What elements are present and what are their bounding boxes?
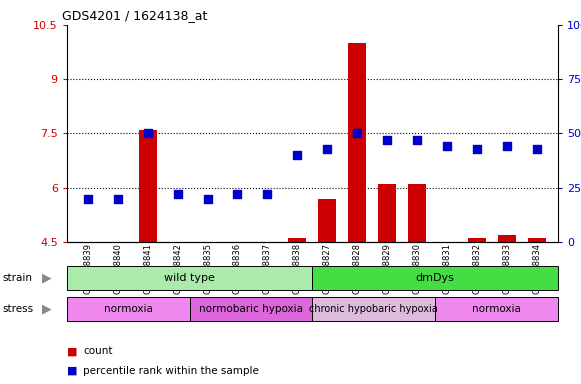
Point (203, 195, 212, 202)
Point (293, 152, 302, 158)
Bar (435, 297, 558, 321)
Point (532, 146, 541, 152)
Point (113, 195, 123, 202)
Point (413, 137, 422, 143)
Text: normoxia: normoxia (472, 304, 521, 314)
Point (502, 143, 511, 149)
Text: wild type: wild type (164, 273, 215, 283)
Point (233, 191, 242, 197)
Text: ■: ■ (67, 366, 81, 376)
Bar (408, 184, 426, 242)
Bar (528, 238, 546, 242)
Text: ■: ■ (67, 346, 81, 356)
Bar (313, 297, 435, 321)
Bar (67, 297, 189, 321)
Point (472, 146, 482, 152)
Bar (498, 235, 516, 242)
Bar (318, 199, 336, 242)
Bar (67, 266, 313, 290)
Text: stress: stress (3, 304, 34, 314)
Point (263, 191, 272, 197)
Point (173, 191, 182, 197)
Bar (468, 238, 486, 242)
Text: ▶: ▶ (42, 271, 52, 285)
Bar (348, 43, 366, 242)
Text: dmDys: dmDys (415, 273, 454, 283)
Text: normoxia: normoxia (104, 304, 153, 314)
Bar (378, 184, 396, 242)
Text: normobaric hypoxia: normobaric hypoxia (199, 304, 303, 314)
Point (382, 137, 392, 143)
Point (322, 146, 332, 152)
Bar (288, 238, 306, 242)
Point (442, 143, 451, 149)
Bar (139, 130, 157, 242)
Bar (189, 297, 313, 321)
Text: chronic hypobaric hypoxia: chronic hypobaric hypoxia (309, 304, 438, 314)
Bar (313, 266, 558, 290)
Text: GDS4201 / 1624138_at: GDS4201 / 1624138_at (62, 9, 207, 22)
Text: percentile rank within the sample: percentile rank within the sample (83, 366, 259, 376)
Text: count: count (83, 346, 113, 356)
Point (143, 131, 152, 137)
Point (353, 131, 362, 137)
Point (83, 195, 92, 202)
Text: ▶: ▶ (42, 302, 52, 315)
Text: strain: strain (3, 273, 33, 283)
